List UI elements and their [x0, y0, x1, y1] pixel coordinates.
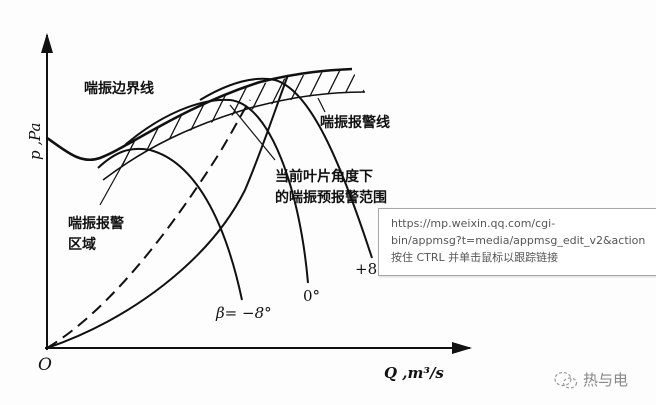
pre-alarm-range-label-2: 的喘振预报警范围: [275, 190, 387, 206]
tooltip-hint: 按住 CTRL 并单击鼠标以跟踪链接: [391, 251, 559, 264]
leader-line-alarm-zone: [99, 159, 126, 206]
surge-alarm-line-label: 喘振报警线: [320, 115, 390, 131]
hatch-line: [416, 50, 486, 190]
hatch-line: [143, 70, 215, 178]
curve-label-plus-8: +8: [355, 260, 378, 278]
curve-beta-0: [124, 98, 309, 284]
origin-label: O: [38, 355, 52, 375]
system-resistance-curve: [46, 74, 289, 349]
surge-boundary-line: [46, 67, 353, 161]
hatch-line: [382, 50, 452, 190]
link-tooltip: https://mp.weixin.qq.com/cgi- bin/appmsg…: [378, 208, 656, 276]
x-axis-label: Q ,m³/s: [384, 364, 444, 382]
pre-alarm-range-label-1: 当前叶片角度下: [275, 169, 373, 185]
dashed-operating-curve: [46, 99, 251, 349]
curve-label-0: 0°: [303, 287, 321, 305]
tooltip-url-line-2: bin/appmsg?t=media/appmsg_edit_v2&action: [391, 234, 646, 247]
y-axis-label: p ,Pa: [26, 122, 44, 161]
curve-beta-minus-8: [97, 147, 243, 301]
tooltip-url-line-1: https://mp.weixin.qq.com/cgi-: [391, 217, 556, 230]
curve-label-minus-8: β= −8°: [216, 304, 272, 322]
surge-alarm-zone-label-2: 区域: [68, 237, 96, 253]
surge-alarm-zone-label-1: 喘振报警: [68, 216, 124, 232]
watermark-text: 热与电: [583, 371, 629, 389]
leader-line-alarm-line: [317, 97, 326, 113]
hatch-line: [399, 50, 469, 190]
leader-line-pre-alarm: [229, 104, 276, 161]
wechat-icon: [554, 371, 578, 389]
watermark: 热与电: [553, 369, 628, 390]
surge-boundary-label: 喘振边界线: [84, 81, 154, 97]
